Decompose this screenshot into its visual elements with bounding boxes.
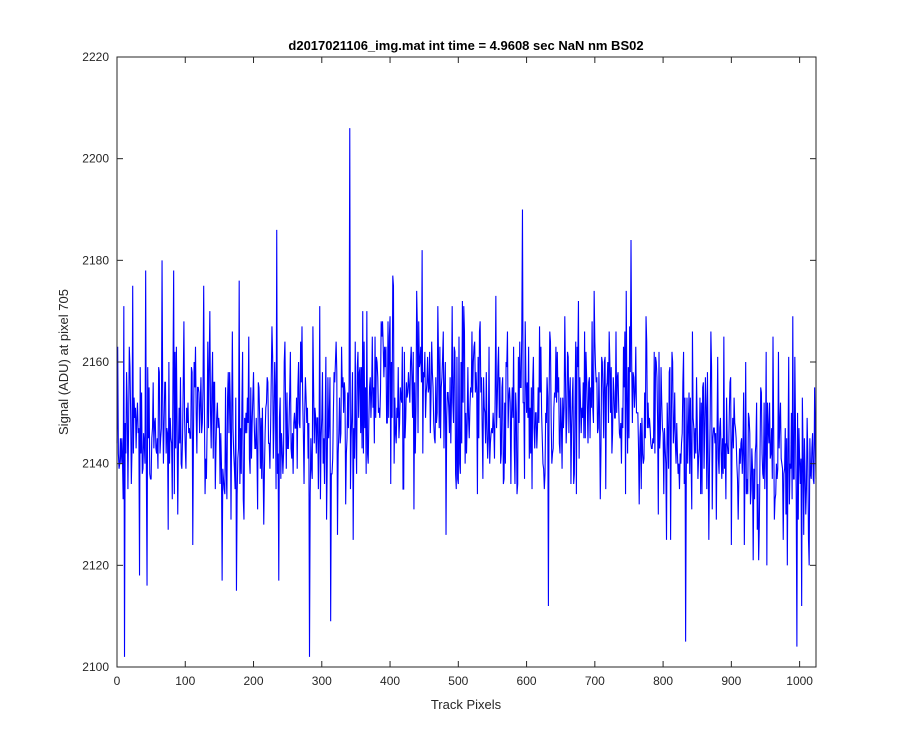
x-axis-label: Track Pixels [431, 697, 502, 712]
x-tick-label: 900 [721, 674, 741, 688]
chart-title: d2017021106_img.mat int time = 4.9608 se… [288, 38, 643, 53]
x-tick-label: 500 [448, 674, 468, 688]
y-tick-label: 2140 [82, 457, 109, 471]
y-tick-label: 2100 [82, 660, 109, 674]
series-line [116, 128, 817, 657]
y-axis-label: Signal (ADU) at pixel 705 [56, 289, 71, 435]
x-tick-label: 200 [244, 674, 264, 688]
x-tick-label: 800 [653, 674, 673, 688]
x-tick-label: 100 [175, 674, 195, 688]
plot-area [117, 57, 816, 667]
x-tick-label: 300 [312, 674, 332, 688]
tick-layer: 0 100 200 300 400 500 600 700 800 900 1000 2100 2120… [82, 50, 816, 688]
x-tick-label: 700 [585, 674, 605, 688]
x-tick-label: 1000 [786, 674, 813, 688]
x-tick-label: 600 [517, 674, 537, 688]
y-tick-label: 2180 [82, 253, 109, 267]
y-tick-label: 2200 [82, 152, 109, 166]
series-layer [116, 128, 817, 657]
x-tick-label: 400 [380, 674, 400, 688]
y-tick-label: 2220 [82, 50, 109, 64]
y-tick-label: 2120 [82, 558, 109, 572]
y-tick-label: 2160 [82, 355, 109, 369]
x-tick-label: 0 [114, 674, 121, 688]
